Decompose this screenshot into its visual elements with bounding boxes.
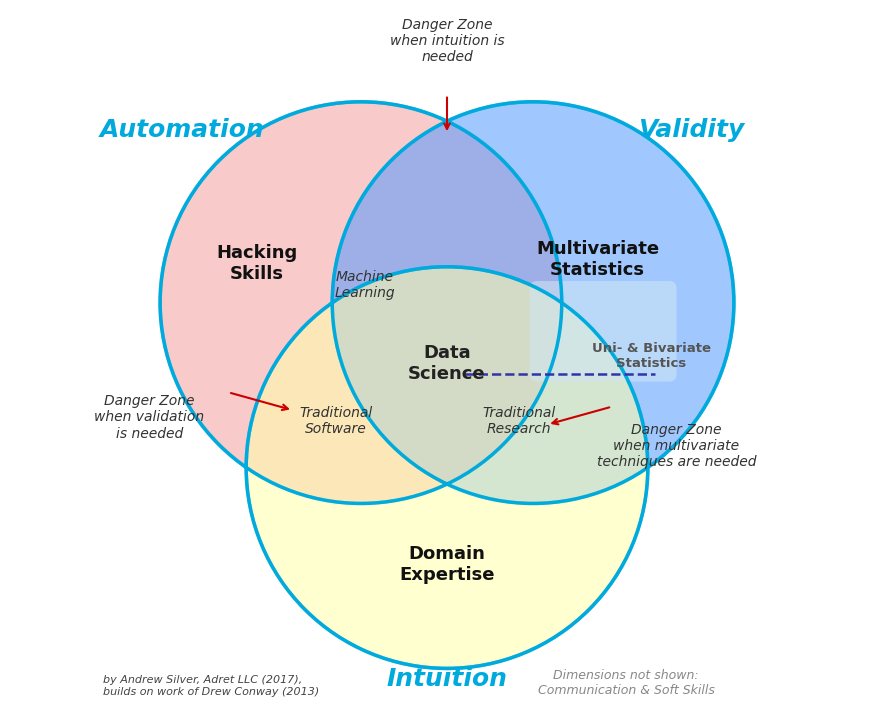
Circle shape xyxy=(246,267,648,668)
Text: Danger Zone
when validation
is needed: Danger Zone when validation is needed xyxy=(94,394,205,441)
Text: Traditional
Research: Traditional Research xyxy=(482,406,555,436)
Text: Intuition: Intuition xyxy=(386,667,508,691)
Text: Hacking
Skills: Hacking Skills xyxy=(216,244,298,282)
Text: Danger Zone
when multivariate
techniques are needed: Danger Zone when multivariate techniques… xyxy=(597,423,756,469)
Text: Data
Science: Data Science xyxy=(409,344,485,383)
Text: Multivariate
Statistics: Multivariate Statistics xyxy=(536,240,659,279)
Text: Automation: Automation xyxy=(99,119,264,143)
Text: Traditional
Software: Traditional Software xyxy=(299,406,373,436)
Text: Validity: Validity xyxy=(637,119,744,143)
Text: Dimensions not shown:
Communication & Soft Skills: Dimensions not shown: Communication & So… xyxy=(538,669,714,697)
FancyBboxPatch shape xyxy=(529,281,677,382)
Text: Machine
Learning: Machine Learning xyxy=(334,269,395,300)
Circle shape xyxy=(333,102,734,503)
Text: Danger Zone
when intuition is
needed: Danger Zone when intuition is needed xyxy=(390,17,504,64)
Text: by Andrew Silver, Adret LLC (2017),
builds on work of Drew Conway (2013): by Andrew Silver, Adret LLC (2017), buil… xyxy=(103,675,319,697)
Text: Domain
Expertise: Domain Expertise xyxy=(400,545,494,584)
Circle shape xyxy=(160,102,561,503)
Text: Uni- & Bivariate
Statistics: Uni- & Bivariate Statistics xyxy=(592,343,711,370)
